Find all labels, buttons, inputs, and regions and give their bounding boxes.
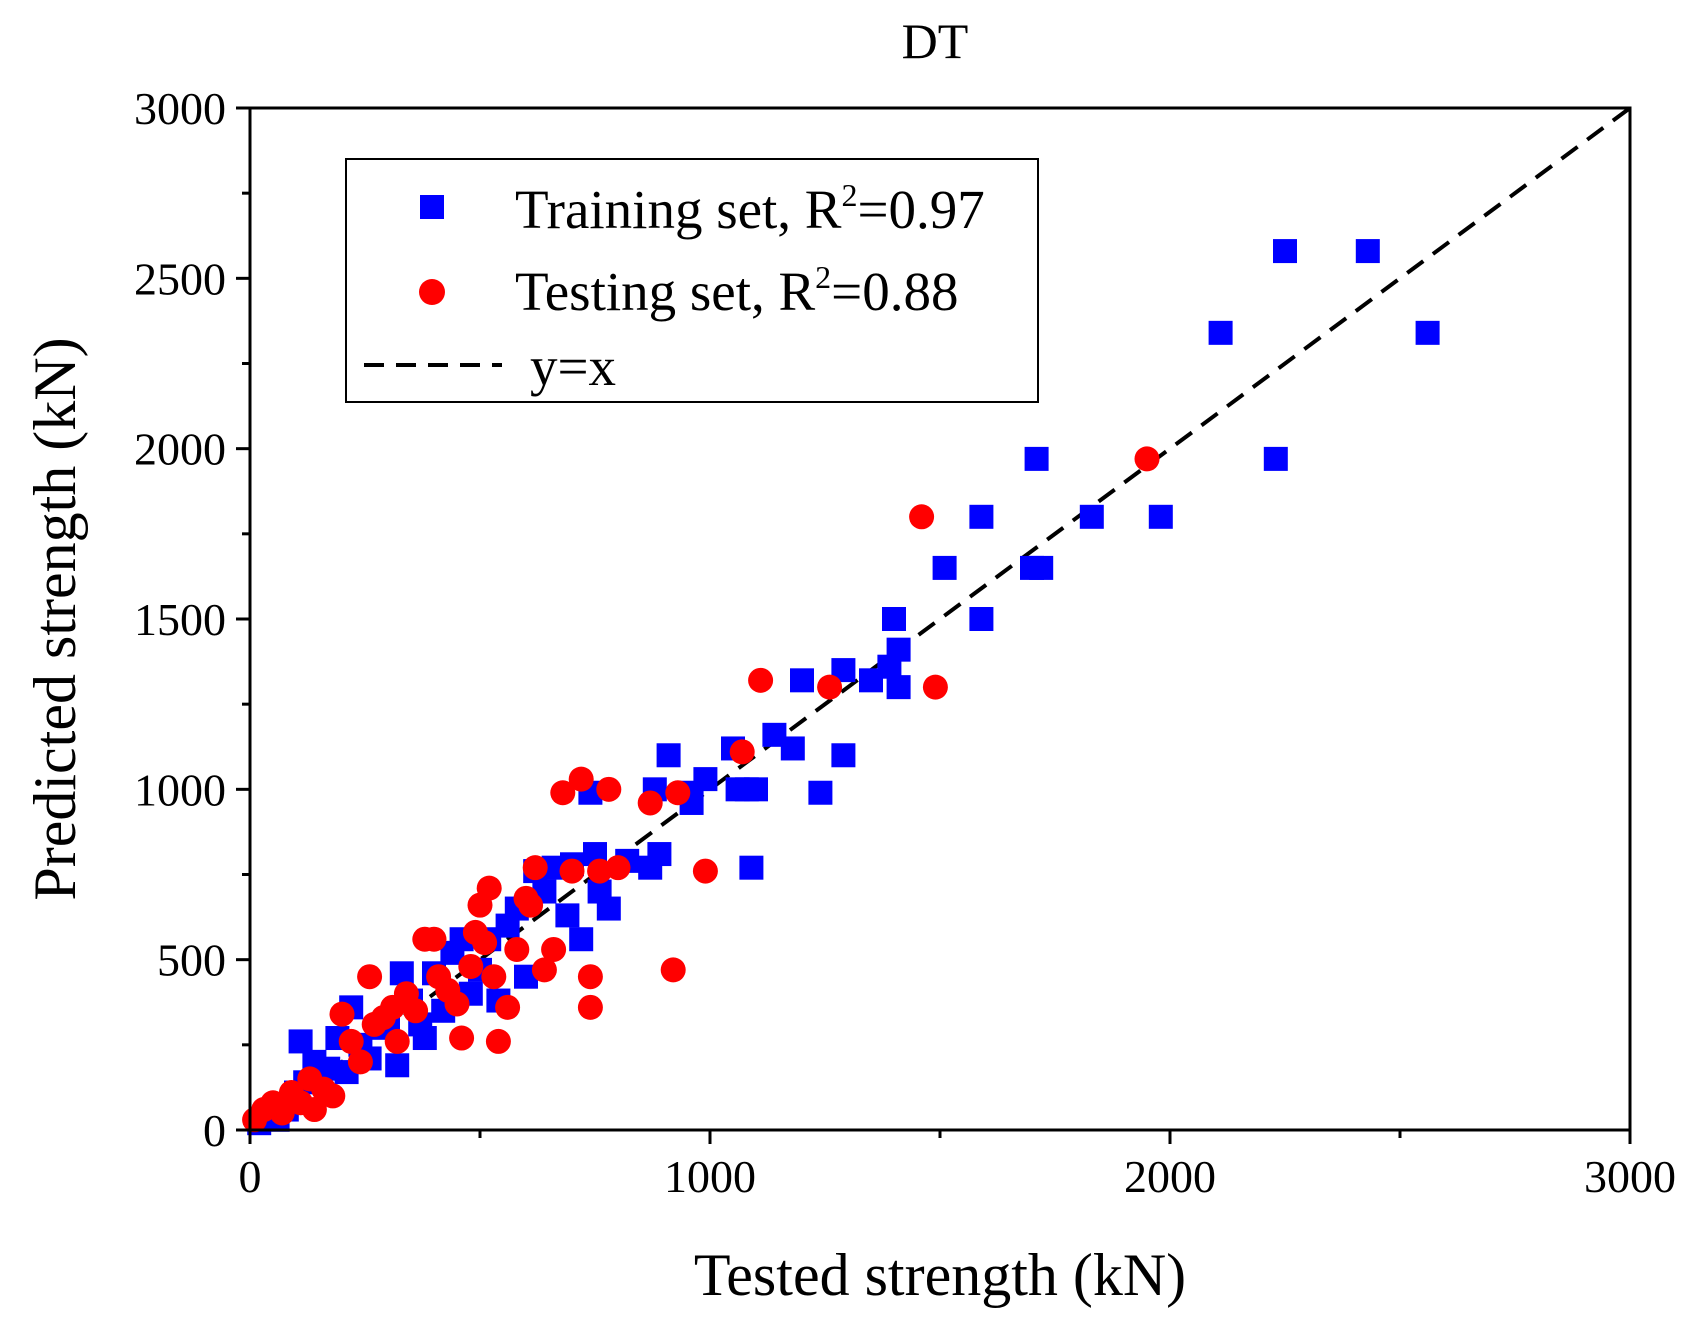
testing-point bbox=[692, 858, 718, 884]
testing-point bbox=[504, 936, 530, 962]
training-point bbox=[808, 780, 833, 805]
training-point bbox=[969, 504, 994, 529]
testing-point bbox=[384, 1028, 410, 1054]
training-point bbox=[656, 743, 681, 768]
testing-point bbox=[301, 1097, 327, 1123]
legend: Training set, R2=0.97 Testing set, R2=0.… bbox=[345, 158, 1039, 403]
testing-point bbox=[495, 994, 521, 1020]
training-point bbox=[1029, 555, 1054, 580]
training-point bbox=[1024, 446, 1049, 471]
testing-point bbox=[577, 964, 603, 990]
testing-point bbox=[403, 998, 429, 1024]
training-point bbox=[744, 777, 768, 802]
testing-point bbox=[472, 930, 498, 956]
training-point bbox=[412, 1026, 437, 1051]
testing-point bbox=[660, 957, 686, 983]
testing-point bbox=[909, 504, 935, 530]
training-point bbox=[1079, 504, 1104, 529]
testing-point bbox=[922, 674, 948, 700]
y-tick-label: 500 bbox=[157, 935, 226, 986]
training-point bbox=[288, 1029, 313, 1054]
training-point bbox=[569, 927, 594, 952]
legend-box bbox=[345, 158, 1039, 403]
testing-point bbox=[729, 739, 755, 765]
y-tick-label: 2500 bbox=[134, 253, 226, 304]
testing-point bbox=[605, 855, 631, 881]
testing-point bbox=[269, 1100, 295, 1126]
training-point bbox=[886, 675, 911, 700]
testing-point bbox=[485, 1028, 511, 1054]
training-point bbox=[693, 767, 718, 792]
testing-point bbox=[458, 953, 484, 979]
training-point bbox=[831, 743, 856, 768]
y-tick-label: 1000 bbox=[134, 764, 226, 815]
training-point bbox=[385, 1053, 410, 1078]
legend-training-label: Training set, R2=0.97 bbox=[515, 177, 985, 240]
training-point bbox=[1148, 504, 1173, 529]
testing-point bbox=[559, 858, 585, 884]
x-tick-label: 3000 bbox=[1584, 1151, 1676, 1202]
testing-point bbox=[338, 1028, 364, 1054]
legend-testing-label: Testing set, R2=0.88 bbox=[515, 259, 958, 322]
testing-point bbox=[444, 991, 470, 1017]
training-point bbox=[886, 637, 911, 662]
testing-point bbox=[320, 1083, 346, 1109]
testing-point bbox=[531, 957, 557, 983]
testing-point bbox=[596, 776, 622, 802]
plot-layer bbox=[242, 106, 1632, 1136]
testing-point bbox=[476, 875, 502, 901]
y-tick-label: 2000 bbox=[134, 424, 226, 475]
y-tick-label: 0 bbox=[203, 1105, 226, 1156]
training-point bbox=[1355, 239, 1380, 264]
x-axis-label: Tested strength (kN) bbox=[694, 1242, 1186, 1308]
training-point bbox=[596, 896, 621, 921]
testing-point bbox=[1134, 446, 1160, 472]
training-point bbox=[1263, 446, 1288, 471]
y-tick-label: 3000 bbox=[134, 83, 226, 134]
training-point bbox=[1273, 239, 1297, 264]
training-point bbox=[1415, 320, 1440, 345]
training-point bbox=[780, 736, 805, 761]
testing-point bbox=[522, 855, 548, 881]
training-point bbox=[969, 607, 994, 631]
legend-testing-marker bbox=[419, 279, 445, 305]
y-tick-label: 1500 bbox=[134, 594, 226, 645]
testing-point bbox=[421, 926, 447, 952]
testing-point bbox=[518, 892, 544, 918]
testing-point bbox=[550, 780, 576, 806]
testing-point bbox=[449, 1025, 475, 1051]
testing-point bbox=[541, 936, 567, 962]
x-tick-label: 1000 bbox=[664, 1151, 756, 1202]
x-tick-label: 0 bbox=[239, 1151, 262, 1202]
testing-point bbox=[347, 1049, 373, 1075]
testing-point bbox=[568, 766, 594, 792]
testing-point bbox=[637, 790, 663, 816]
training-point bbox=[1208, 320, 1233, 345]
y-axis-label: Predicted strength (kN) bbox=[22, 337, 88, 900]
testing-point bbox=[748, 667, 774, 693]
testing-point bbox=[665, 780, 691, 806]
chart-title: DT bbox=[902, 13, 969, 69]
legend-yx-label: y=x bbox=[530, 336, 616, 397]
legend-training-marker bbox=[420, 195, 444, 219]
x-tick-label: 2000 bbox=[1124, 1151, 1216, 1202]
testing-point bbox=[481, 964, 507, 990]
training-point bbox=[739, 855, 764, 880]
training-point bbox=[389, 961, 414, 986]
training-point bbox=[555, 903, 580, 928]
testing-point bbox=[329, 1001, 355, 1027]
training-point bbox=[932, 555, 957, 580]
axis-ticks: 0 1000 2000 3000 0 500 1000 1500 2000 2500 3000 bbox=[134, 83, 1676, 1202]
testing-point bbox=[357, 964, 383, 990]
testing-point bbox=[577, 994, 603, 1020]
training-point bbox=[647, 842, 672, 867]
testing-point bbox=[817, 674, 843, 700]
training-point bbox=[882, 607, 906, 631]
training-point bbox=[790, 668, 814, 693]
